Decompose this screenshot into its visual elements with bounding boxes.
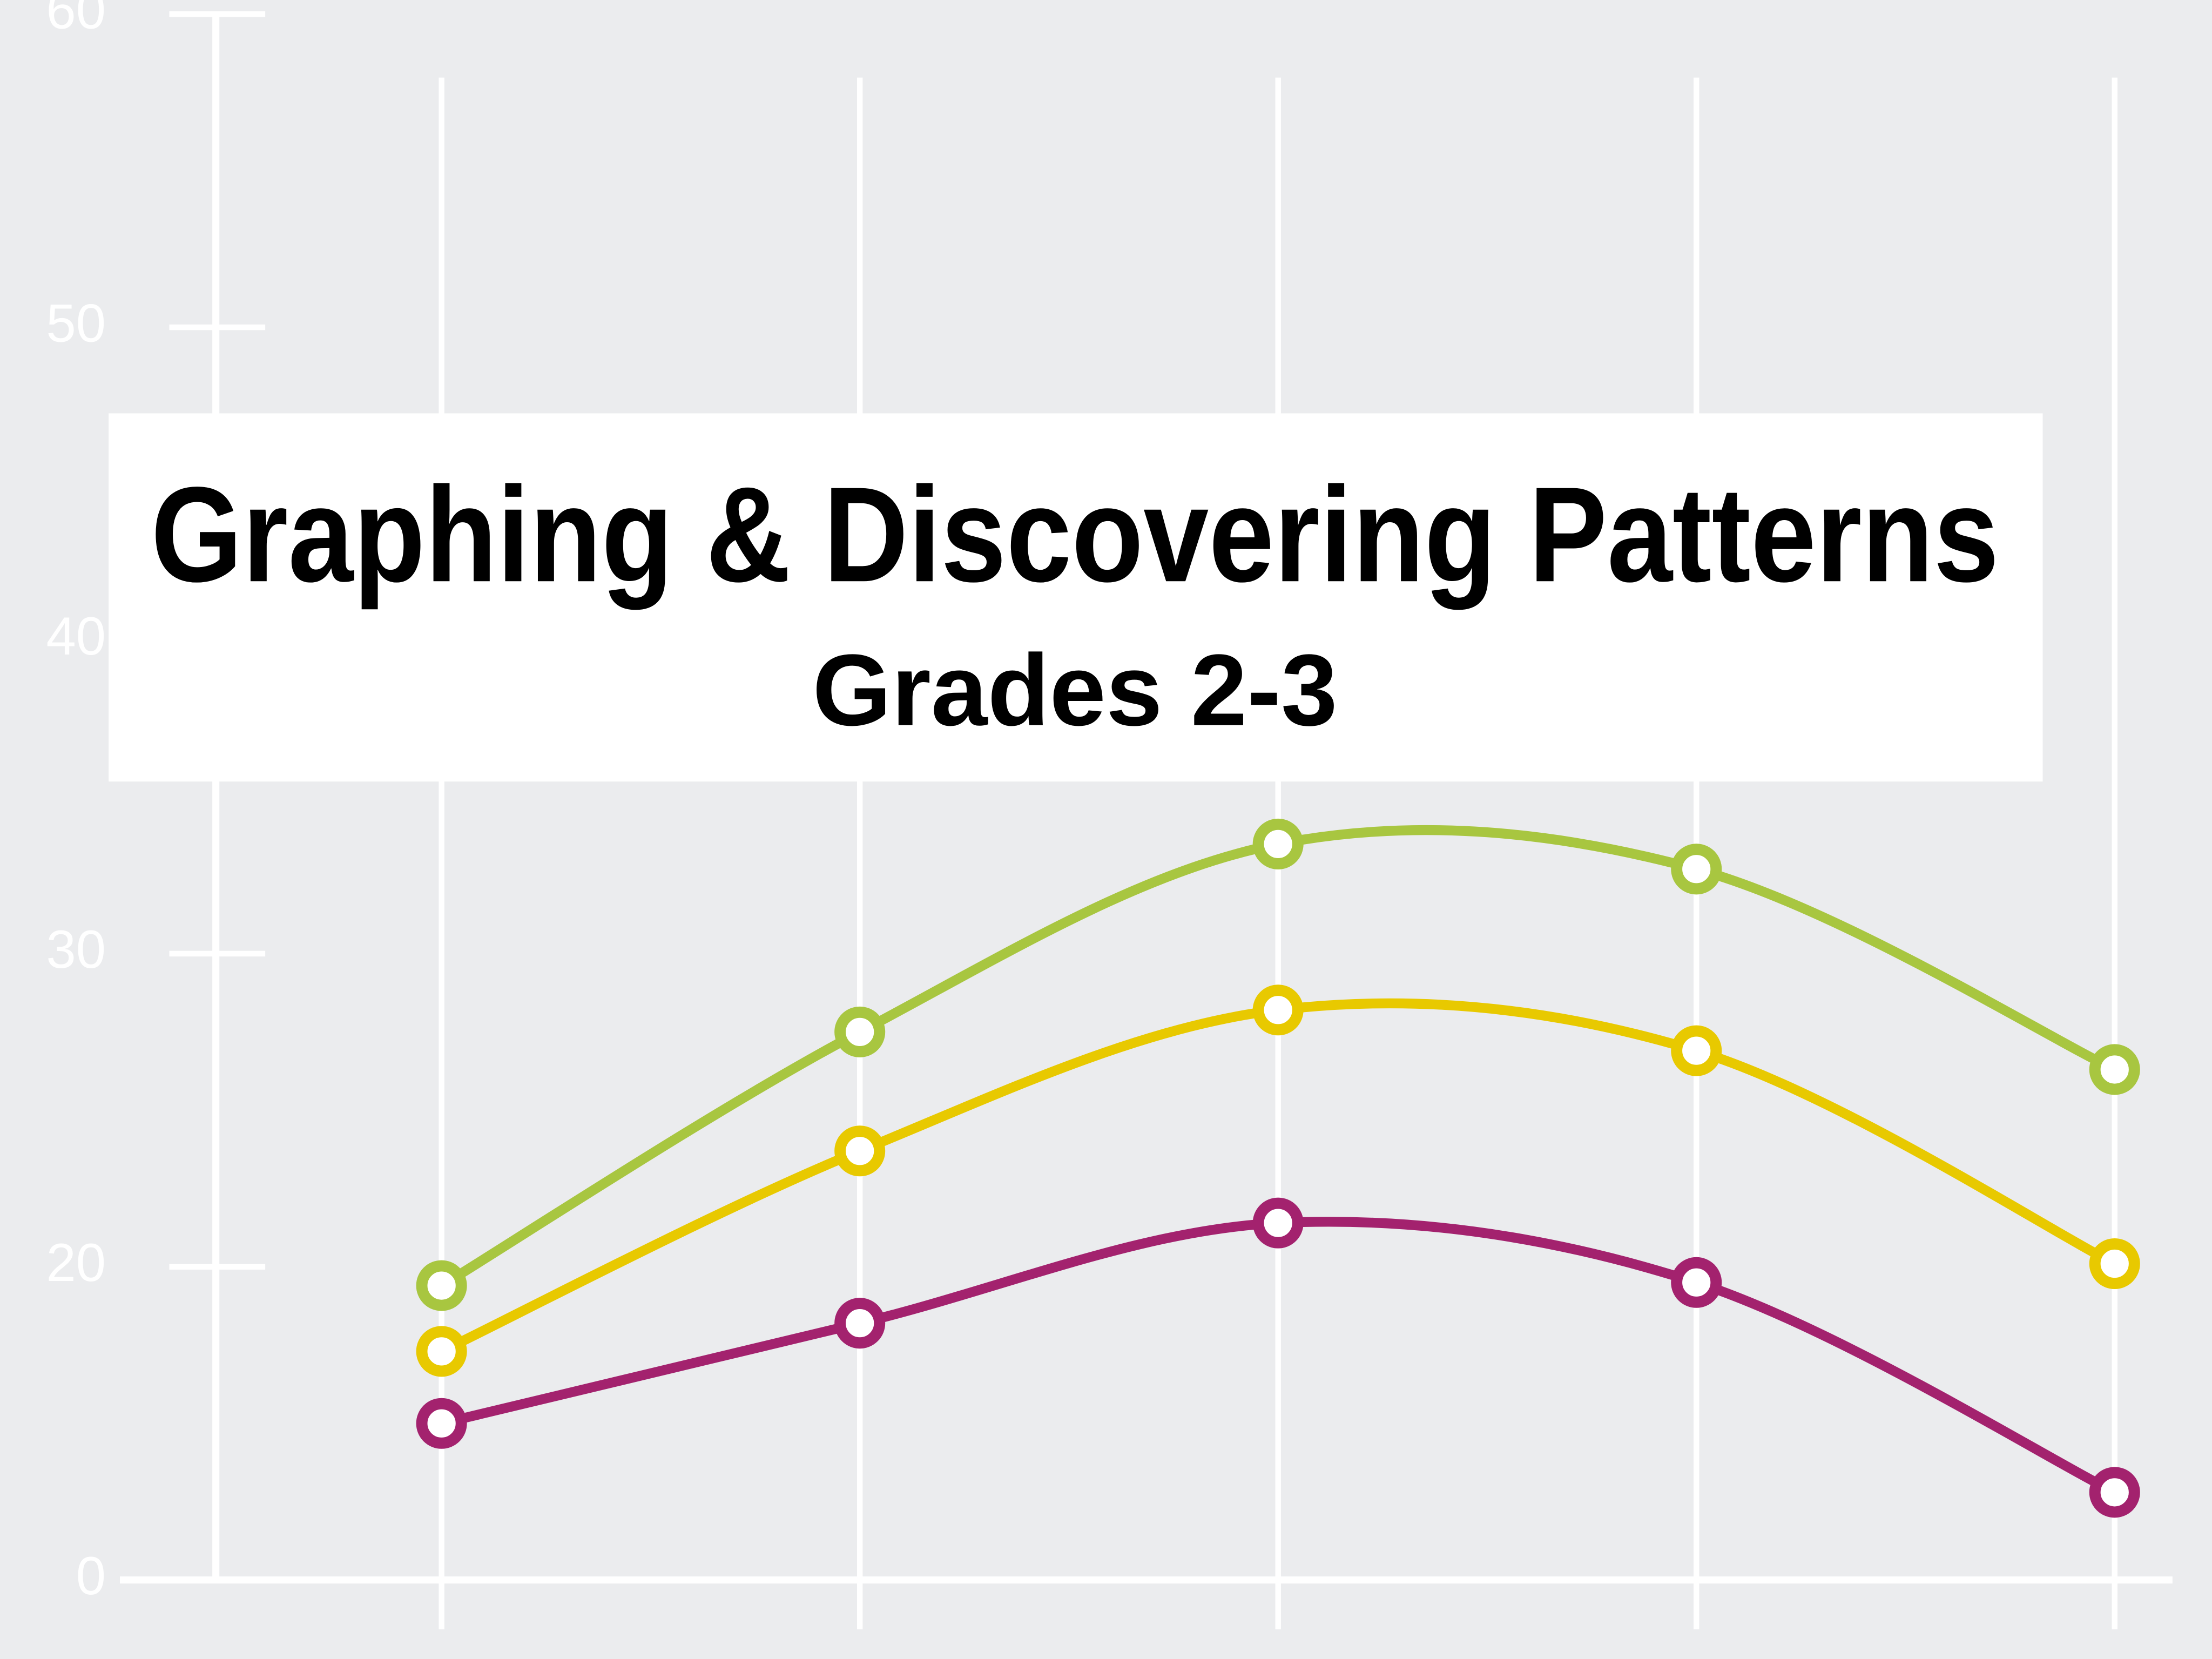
data-point — [1252, 818, 1304, 869]
data-point — [2089, 1044, 2140, 1095]
data-point — [1252, 1197, 1304, 1249]
data-point — [2089, 1467, 2140, 1518]
series-layer — [416, 818, 2140, 1518]
grid: 0 20 30 40 50 60 — [46, 0, 2173, 1630]
y-tick-label: 50 — [46, 293, 106, 353]
y-tick-label: 20 — [46, 1233, 106, 1293]
data-point — [834, 1298, 886, 1349]
data-point — [834, 1006, 886, 1057]
data-point — [834, 1125, 886, 1177]
y-tick-label: 0 — [76, 1546, 106, 1606]
chart-title: Graphing & Discovering Patterns — [151, 459, 1999, 610]
data-point — [416, 1326, 467, 1377]
data-point — [416, 1398, 467, 1449]
data-point — [1671, 1025, 1722, 1076]
data-point — [1252, 984, 1304, 1036]
data-point — [416, 1260, 467, 1311]
chart-subtitle: Grades 2-3 — [812, 633, 1337, 747]
data-point — [2089, 1238, 2140, 1290]
y-tick-label: 30 — [46, 920, 106, 980]
y-tick-label: 40 — [46, 606, 106, 666]
title-box — [109, 413, 2043, 782]
y-tick-label: 60 — [46, 0, 106, 40]
data-point — [1671, 1257, 1722, 1308]
data-point — [1671, 844, 1722, 895]
